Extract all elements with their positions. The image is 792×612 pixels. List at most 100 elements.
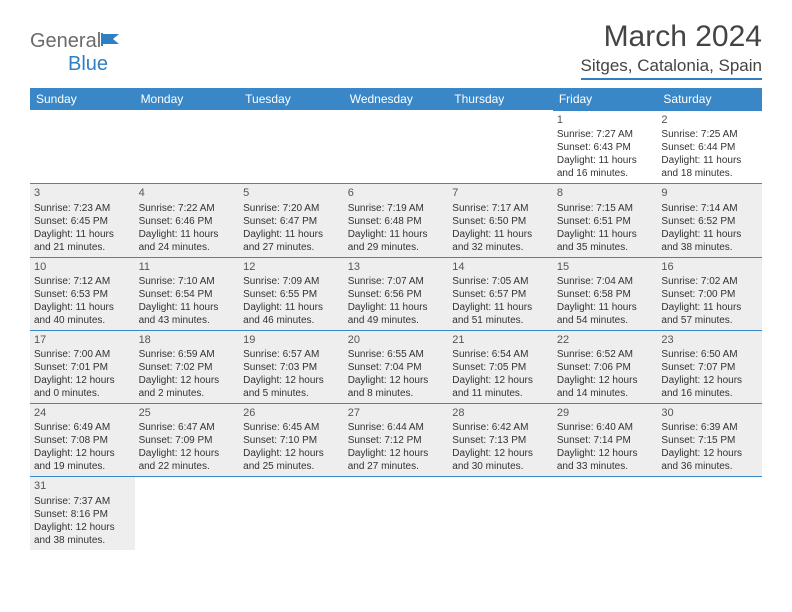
day-number: 6 <box>348 186 445 200</box>
sunrise-line: Sunrise: 7:14 AM <box>661 202 758 215</box>
empty-cell <box>239 476 344 549</box>
sunrise-line: Sunrise: 6:42 AM <box>452 421 549 434</box>
daylight-line-1: Daylight: 12 hours <box>348 374 445 387</box>
daylight-line-1: Daylight: 12 hours <box>661 447 758 460</box>
day-cell: 6Sunrise: 7:19 AMSunset: 6:48 PMDaylight… <box>344 183 449 256</box>
daylight-line-1: Daylight: 11 hours <box>557 301 654 314</box>
day-number: 21 <box>452 333 549 347</box>
daylight-line-2: and 0 minutes. <box>34 387 131 400</box>
daylight-line-2: and 29 minutes. <box>348 241 445 254</box>
daylight-line-1: Daylight: 11 hours <box>452 301 549 314</box>
sunrise-line: Sunrise: 7:12 AM <box>34 275 131 288</box>
sunset-line: Sunset: 6:48 PM <box>348 215 445 228</box>
sunrise-line: Sunrise: 7:37 AM <box>34 495 131 508</box>
sunrise-line: Sunrise: 7:02 AM <box>661 275 758 288</box>
sunset-line: Sunset: 8:16 PM <box>34 508 131 521</box>
month-title: March 2024 <box>581 20 762 54</box>
daylight-line-1: Daylight: 12 hours <box>661 374 758 387</box>
daylight-line-1: Daylight: 12 hours <box>557 447 654 460</box>
header: GeneralBlue March 2024 Sitges, Catalonia… <box>30 20 762 80</box>
sunrise-line: Sunrise: 7:15 AM <box>557 202 654 215</box>
sunset-line: Sunset: 6:44 PM <box>661 141 758 154</box>
empty-cell <box>135 476 240 549</box>
sunrise-line: Sunrise: 6:59 AM <box>139 348 236 361</box>
sunset-line: Sunset: 6:45 PM <box>34 215 131 228</box>
day-number: 2 <box>661 113 758 127</box>
daylight-line-1: Daylight: 12 hours <box>348 447 445 460</box>
day-number: 18 <box>139 333 236 347</box>
empty-cell <box>553 476 658 549</box>
daylight-line-1: Daylight: 12 hours <box>243 374 340 387</box>
daylight-line-2: and 11 minutes. <box>452 387 549 400</box>
day-number: 29 <box>557 406 654 420</box>
flag-icon <box>101 30 123 53</box>
empty-cell <box>448 476 553 549</box>
daylight-line-2: and 57 minutes. <box>661 314 758 327</box>
daylight-line-1: Daylight: 11 hours <box>139 228 236 241</box>
daylight-line-2: and 19 minutes. <box>34 460 131 473</box>
sunrise-line: Sunrise: 7:00 AM <box>34 348 131 361</box>
daylight-line-2: and 43 minutes. <box>139 314 236 327</box>
daylight-line-2: and 36 minutes. <box>661 460 758 473</box>
day-cell: 12Sunrise: 7:09 AMSunset: 6:55 PMDayligh… <box>239 257 344 330</box>
sunrise-line: Sunrise: 6:50 AM <box>661 348 758 361</box>
calendar-page: GeneralBlue March 2024 Sitges, Catalonia… <box>0 0 792 560</box>
day-cell: 4Sunrise: 7:22 AMSunset: 6:46 PMDaylight… <box>135 183 240 256</box>
sunset-line: Sunset: 6:53 PM <box>34 288 131 301</box>
sunset-line: Sunset: 7:15 PM <box>661 434 758 447</box>
sunrise-line: Sunrise: 6:55 AM <box>348 348 445 361</box>
sunrise-line: Sunrise: 7:17 AM <box>452 202 549 215</box>
daylight-line-2: and 33 minutes. <box>557 460 654 473</box>
daylight-line-1: Daylight: 11 hours <box>452 228 549 241</box>
sunset-line: Sunset: 7:14 PM <box>557 434 654 447</box>
daylight-line-1: Daylight: 12 hours <box>557 374 654 387</box>
daylight-line-2: and 8 minutes. <box>348 387 445 400</box>
day-cell: 11Sunrise: 7:10 AMSunset: 6:54 PMDayligh… <box>135 257 240 330</box>
day-header: Friday <box>553 88 658 110</box>
daylight-line-2: and 27 minutes. <box>348 460 445 473</box>
sunset-line: Sunset: 6:50 PM <box>452 215 549 228</box>
daylight-line-1: Daylight: 12 hours <box>34 374 131 387</box>
day-cell: 24Sunrise: 6:49 AMSunset: 7:08 PMDayligh… <box>30 403 135 476</box>
daylight-line-1: Daylight: 11 hours <box>348 228 445 241</box>
daylight-line-2: and 46 minutes. <box>243 314 340 327</box>
day-cell: 17Sunrise: 7:00 AMSunset: 7:01 PMDayligh… <box>30 330 135 403</box>
empty-cell <box>448 110 553 183</box>
day-number: 23 <box>661 333 758 347</box>
sunrise-line: Sunrise: 6:49 AM <box>34 421 131 434</box>
sunset-line: Sunset: 7:02 PM <box>139 361 236 374</box>
sunset-line: Sunset: 6:58 PM <box>557 288 654 301</box>
sunrise-line: Sunrise: 7:27 AM <box>557 128 654 141</box>
sunset-line: Sunset: 7:04 PM <box>348 361 445 374</box>
day-cell: 8Sunrise: 7:15 AMSunset: 6:51 PMDaylight… <box>553 183 658 256</box>
daylight-line-2: and 24 minutes. <box>139 241 236 254</box>
day-number: 25 <box>139 406 236 420</box>
sunset-line: Sunset: 6:52 PM <box>661 215 758 228</box>
day-cell: 22Sunrise: 6:52 AMSunset: 7:06 PMDayligh… <box>553 330 658 403</box>
daylight-line-1: Daylight: 12 hours <box>452 374 549 387</box>
daylight-line-1: Daylight: 11 hours <box>661 154 758 167</box>
day-cell: 23Sunrise: 6:50 AMSunset: 7:07 PMDayligh… <box>657 330 762 403</box>
daylight-line-2: and 16 minutes. <box>557 167 654 180</box>
logo-word2: Blue <box>30 53 108 75</box>
day-cell: 10Sunrise: 7:12 AMSunset: 6:53 PMDayligh… <box>30 257 135 330</box>
daylight-line-2: and 35 minutes. <box>557 241 654 254</box>
daylight-line-2: and 14 minutes. <box>557 387 654 400</box>
daylight-line-1: Daylight: 11 hours <box>243 301 340 314</box>
daylight-line-2: and 25 minutes. <box>243 460 340 473</box>
day-cell: 21Sunrise: 6:54 AMSunset: 7:05 PMDayligh… <box>448 330 553 403</box>
daylight-line-1: Daylight: 11 hours <box>34 228 131 241</box>
sunrise-line: Sunrise: 7:05 AM <box>452 275 549 288</box>
day-cell: 1Sunrise: 7:27 AMSunset: 6:43 PMDaylight… <box>553 110 658 183</box>
empty-cell <box>344 110 449 183</box>
day-cell: 27Sunrise: 6:44 AMSunset: 7:12 PMDayligh… <box>344 403 449 476</box>
daylight-line-1: Daylight: 12 hours <box>243 447 340 460</box>
empty-cell <box>30 110 135 183</box>
empty-cell <box>135 110 240 183</box>
day-cell: 29Sunrise: 6:40 AMSunset: 7:14 PMDayligh… <box>553 403 658 476</box>
day-cell: 15Sunrise: 7:04 AMSunset: 6:58 PMDayligh… <box>553 257 658 330</box>
day-number: 31 <box>34 479 131 493</box>
day-number: 3 <box>34 186 131 200</box>
daylight-line-2: and 38 minutes. <box>661 241 758 254</box>
day-number: 14 <box>452 260 549 274</box>
